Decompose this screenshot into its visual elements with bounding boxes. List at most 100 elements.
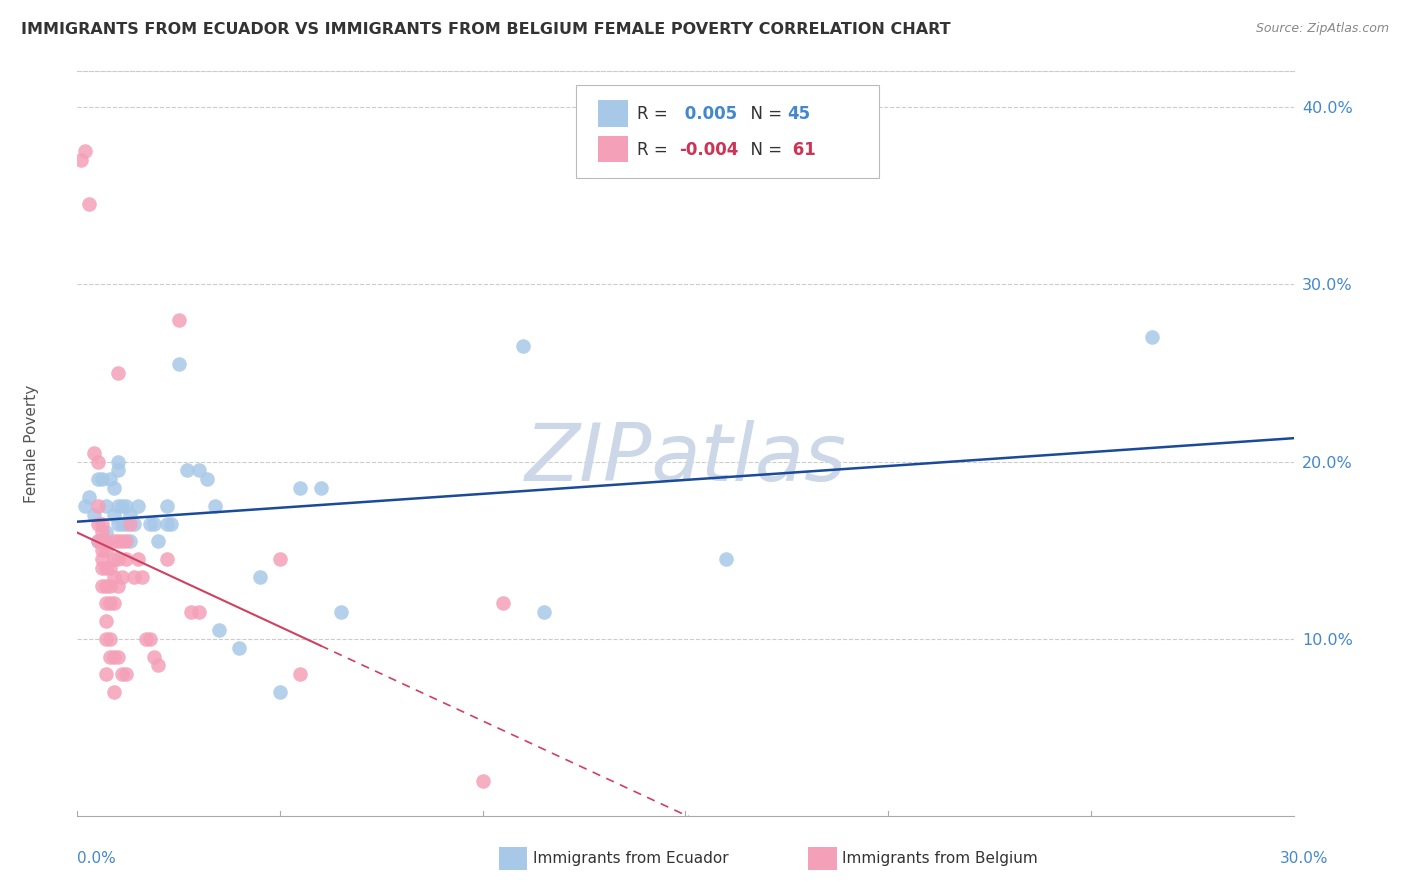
Point [83, 445, 105, 459]
Point [188, 605, 211, 619]
Point [90, 525, 112, 540]
Text: Immigrants from Ecuador: Immigrants from Ecuador [533, 851, 728, 865]
Text: 61: 61 [787, 141, 815, 159]
Point [94, 534, 117, 549]
Text: 0.005: 0.005 [679, 105, 737, 123]
Point [94, 499, 117, 513]
Point [118, 508, 141, 522]
Point [75, 499, 97, 513]
Text: IMMIGRANTS FROM ECUADOR VS IMMIGRANTS FROM BELGIUM FEMALE POVERTY CORRELATION CH: IMMIGRANTS FROM ECUADOR VS IMMIGRANTS FR… [21, 22, 950, 37]
Point [118, 516, 141, 531]
Point [90, 516, 112, 531]
Point [115, 667, 138, 681]
Point [290, 481, 312, 495]
Point [107, 463, 129, 477]
Text: Immigrants from Belgium: Immigrants from Belgium [842, 851, 1038, 865]
Point [122, 516, 145, 531]
Text: R =: R = [637, 141, 673, 159]
Point [269, 685, 291, 699]
Point [86, 499, 108, 513]
Point [176, 463, 198, 477]
Point [86, 472, 108, 486]
Point [90, 543, 112, 558]
Point [471, 773, 494, 788]
Point [290, 667, 312, 681]
Point [103, 534, 125, 549]
Point [86, 534, 108, 549]
Point [1140, 330, 1163, 344]
Point [122, 570, 145, 584]
Point [111, 516, 134, 531]
Text: 0.0%: 0.0% [77, 851, 117, 865]
Point [159, 516, 181, 531]
Text: R =: R = [637, 105, 673, 123]
Point [79, 197, 101, 211]
Text: N =: N = [740, 141, 787, 159]
Point [98, 596, 121, 610]
Point [107, 499, 129, 513]
Point [143, 516, 166, 531]
Point [107, 579, 129, 593]
Point [94, 614, 117, 628]
Point [155, 499, 177, 513]
Point [107, 649, 129, 664]
Point [98, 579, 121, 593]
Text: 30.0%: 30.0% [1281, 851, 1329, 865]
Point [75, 144, 97, 158]
Point [269, 552, 291, 566]
Text: 45: 45 [787, 105, 810, 123]
Point [70, 153, 93, 167]
Point [188, 463, 211, 477]
Point [98, 632, 121, 646]
Point [148, 658, 170, 673]
Point [103, 552, 125, 566]
Point [118, 534, 141, 549]
Point [131, 570, 153, 584]
Point [143, 649, 166, 664]
Point [90, 579, 112, 593]
Text: -0.004: -0.004 [679, 141, 738, 159]
Point [107, 534, 129, 549]
Point [98, 649, 121, 664]
Point [155, 552, 177, 566]
Text: Female Poverty: Female Poverty [24, 384, 38, 503]
Point [309, 481, 332, 495]
Point [103, 685, 125, 699]
Point [512, 339, 534, 353]
Point [86, 454, 108, 468]
Point [94, 543, 117, 558]
Point [98, 472, 121, 486]
Point [111, 667, 134, 681]
Point [90, 561, 112, 575]
Point [103, 596, 125, 610]
Point [103, 508, 125, 522]
Point [139, 516, 162, 531]
Text: Source: ZipAtlas.com: Source: ZipAtlas.com [1256, 22, 1389, 36]
Point [148, 534, 170, 549]
Point [533, 605, 555, 619]
Point [228, 640, 250, 655]
Point [167, 357, 190, 371]
Point [115, 499, 138, 513]
Text: N =: N = [740, 105, 787, 123]
Point [94, 561, 117, 575]
Point [204, 499, 226, 513]
Point [195, 472, 218, 486]
Point [103, 649, 125, 664]
Point [86, 516, 108, 531]
Point [98, 561, 121, 575]
Point [107, 516, 129, 531]
Point [107, 552, 129, 566]
Point [127, 499, 149, 513]
Point [111, 534, 134, 549]
Point [492, 596, 515, 610]
Point [115, 516, 138, 531]
Point [94, 632, 117, 646]
Point [90, 472, 112, 486]
Point [90, 534, 112, 549]
Point [167, 312, 190, 326]
Point [79, 490, 101, 504]
Point [83, 508, 105, 522]
Point [86, 534, 108, 549]
Point [329, 605, 352, 619]
